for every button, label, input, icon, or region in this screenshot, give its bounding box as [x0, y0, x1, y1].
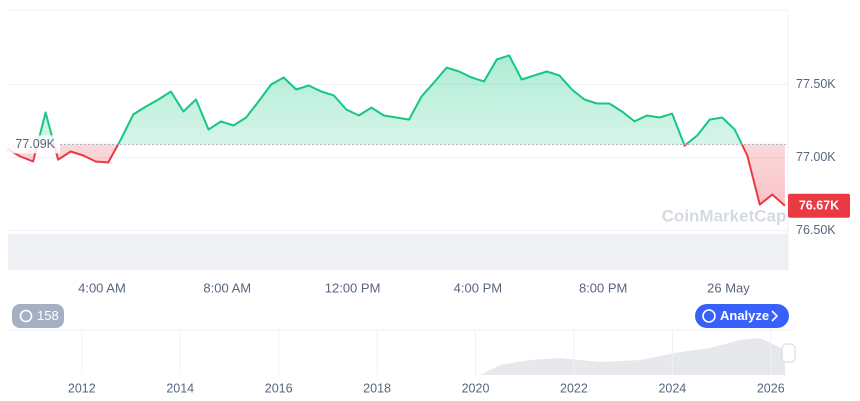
analyze-icon: [702, 309, 716, 323]
y-tick-label: 77.50K: [796, 77, 836, 91]
price-line-above: [36, 54, 744, 145]
history-icon: [19, 309, 33, 323]
navigator-area: [8, 338, 785, 375]
x-tick-label: 12:00 PM: [325, 280, 381, 295]
chevron: [771, 310, 779, 322]
navigator-year: 2024: [658, 381, 686, 395]
navigator-year: 2018: [363, 381, 391, 395]
reference-label: 77.09K: [15, 137, 55, 151]
navigator-year: 2020: [462, 381, 490, 395]
price-tag-bg: [788, 193, 850, 218]
navigator-year: 2012: [68, 381, 96, 395]
x-tick-label: 8:00 AM: [203, 280, 251, 295]
y-tick-label: 76.50K: [796, 223, 836, 237]
history-badge[interactable]: 158: [12, 304, 64, 328]
watermark: CoinMarketCap: [662, 206, 787, 225]
navigator-handle[interactable]: [781, 343, 796, 363]
navigator-year: 2014: [166, 381, 194, 395]
area-below: [8, 144, 785, 206]
navigator-year: 2026: [757, 381, 785, 395]
x-tick-label: 4:00 PM: [454, 280, 502, 295]
navigator-year: 2022: [560, 381, 588, 395]
price-tag: 76.67K: [799, 199, 839, 213]
x-tick-label: 4:00 AM: [78, 280, 126, 295]
reference-label-bg: [8, 135, 60, 154]
history-count: 158: [37, 308, 59, 323]
navigator-year: 2016: [265, 381, 293, 395]
area-above: [8, 55, 785, 145]
button-label: Analyze: [720, 308, 769, 323]
x-tick-label: 8:00 PM: [579, 280, 627, 295]
button-bg: [695, 304, 789, 328]
volume-area: [8, 234, 788, 270]
analyze-button[interactable]: Analyze: [695, 304, 789, 328]
x-tick-label: 26 May: [707, 280, 750, 295]
y-tick-label: 77.00K: [796, 150, 836, 164]
